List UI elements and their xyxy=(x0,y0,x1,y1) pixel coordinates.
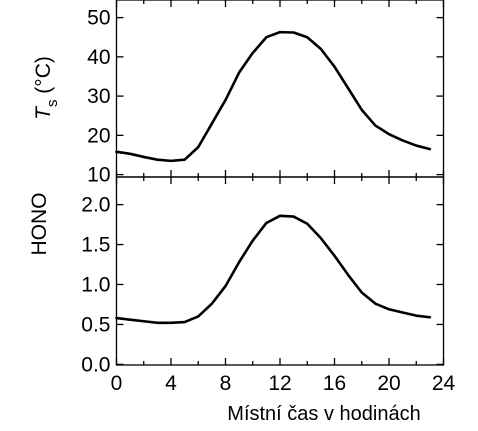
top-panel: 10 20 30 40 50 Ts (°C) xyxy=(32,0,445,187)
x-tick-label: 4 xyxy=(165,372,177,395)
hono-series-line xyxy=(115,214,432,325)
top-y-ticks: 10 20 30 40 50 xyxy=(87,7,444,187)
top-y-tick-label: 30 xyxy=(87,85,110,108)
x-axis-label: Místní čas v hodinách xyxy=(227,403,420,425)
top-y-axis-label: Ts (°C) xyxy=(32,56,61,120)
x-tick-label: 16 xyxy=(323,372,346,395)
bottom-panel: 0.0 0.5 1.0 1.5 2.0 0 4 8 12 16 20 24 HONO xyxy=(28,176,456,395)
x-tick-label: 20 xyxy=(377,372,400,395)
x-tick-label: 24 xyxy=(432,372,456,395)
top-plot-frame xyxy=(115,0,445,178)
bottom-y-tick-label: 2.0 xyxy=(81,194,110,217)
top-y-tick-label: 20 xyxy=(87,124,110,147)
bottom-x-ticks: 0 4 8 12 16 20 24 xyxy=(111,177,456,395)
top-x-ticks xyxy=(115,0,445,177)
temperature-data-points xyxy=(116,32,430,161)
bottom-y-axis-label: HONO xyxy=(28,193,51,256)
bottom-y-tick-label: 0.5 xyxy=(81,313,110,336)
top-y-axis-label-sub: s xyxy=(44,100,61,108)
x-tick-label: 12 xyxy=(268,372,291,395)
bottom-plot-frame xyxy=(115,176,445,366)
x-tick-label: 8 xyxy=(220,372,232,395)
top-y-tick-label: 10 xyxy=(87,164,110,187)
top-y-axis-label-main: T xyxy=(32,105,55,120)
top-y-axis-label-unit: (°C) xyxy=(32,56,55,99)
bottom-y-ticks: 0.0 0.5 1.0 1.5 2.0 xyxy=(81,194,444,376)
top-y-tick-label: 40 xyxy=(87,46,110,69)
x-tick-label: 0 xyxy=(111,372,123,395)
top-y-tick-label: 50 xyxy=(87,7,110,30)
temperature-series-line xyxy=(115,30,432,163)
bottom-y-tick-label: 0.0 xyxy=(81,353,110,376)
bottom-y-tick-label: 1.0 xyxy=(81,274,110,297)
bottom-y-tick-label: 1.5 xyxy=(81,234,110,257)
